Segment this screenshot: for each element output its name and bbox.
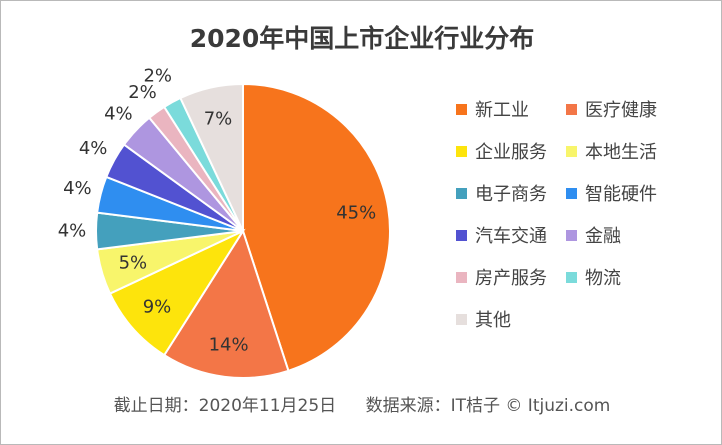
pie-slice-1 — [162, 228, 290, 379]
legend-item[interactable]: 电子商务 — [456, 181, 566, 205]
legend-label: 房产服务 — [475, 268, 547, 289]
legend-item[interactable]: 智能硬件 — [566, 181, 696, 205]
legend-swatch — [566, 229, 577, 241]
legend-swatch — [456, 313, 467, 325]
legend-label: 汽车交通 — [475, 226, 547, 247]
legend-swatch — [456, 145, 467, 157]
slice-label-5: 4% — [63, 178, 92, 199]
slice-label-8: 2% — [128, 82, 157, 103]
legend-label: 其他 — [475, 310, 511, 331]
slice-label-6: 4% — [79, 138, 108, 159]
legend-label: 电子商务 — [475, 184, 547, 205]
legend-swatch — [566, 187, 577, 199]
legend-label: 本地生活 — [585, 142, 657, 163]
legend-swatch — [566, 145, 577, 157]
slice-label-7: 4% — [104, 103, 133, 124]
legend-item[interactable]: 其他 — [456, 307, 566, 331]
legend-swatch — [456, 229, 467, 241]
legend-label: 智能硬件 — [585, 184, 657, 205]
legend-label: 企业服务 — [475, 142, 547, 163]
chart-title: 2020年中国上市企业行业分布 — [189, 24, 535, 53]
legend-swatch — [456, 187, 467, 199]
legend-swatch — [456, 103, 467, 115]
legend-label: 新工业 — [475, 100, 529, 121]
legend-item[interactable]: 本地生活 — [566, 139, 696, 163]
legend-item[interactable]: 医疗健康 — [566, 97, 696, 121]
legend-item[interactable]: 物流 — [566, 265, 696, 289]
legend-label: 金融 — [585, 226, 621, 247]
slice-label-4: 4% — [58, 221, 87, 242]
pie-slice-10 — [179, 82, 244, 232]
legend-label: 物流 — [585, 268, 621, 289]
slice-label-0: 45% — [336, 203, 376, 224]
legend: 新工业 医疗健康企业服务 本地生活电子商务 智能硬件汽车交通 金融房产服务 物流其他 — [456, 97, 716, 331]
pie-slice-0 — [242, 82, 391, 373]
slice-label-2: 9% — [143, 296, 172, 317]
legend-item[interactable]: 汽车交通 — [456, 223, 566, 247]
legend-item[interactable]: 金融 — [566, 223, 696, 247]
legend-label: 医疗健康 — [585, 100, 657, 121]
slice-label-10: 7% — [204, 109, 233, 130]
legend-item[interactable]: 企业服务 — [456, 139, 566, 163]
slice-label-1: 14% — [209, 334, 249, 355]
footer-source: 数据来源：IT桔子 © Itjuzi.com — [365, 396, 611, 416]
legend-swatch — [566, 271, 577, 283]
footer: 截止日期：2020年11月25日 数据来源：IT桔子 © Itjuzi.com — [1, 391, 721, 416]
slice-label-9: 2% — [143, 65, 172, 86]
slice-label-3: 5% — [119, 252, 148, 273]
legend-item[interactable]: 房产服务 — [456, 265, 566, 289]
legend-swatch — [566, 103, 577, 115]
pie-slice-2 — [108, 228, 246, 357]
legend-swatch — [456, 271, 467, 283]
footer-date: 截止日期：2020年11月25日 — [113, 396, 337, 416]
legend-item[interactable]: 新工业 — [456, 97, 566, 121]
